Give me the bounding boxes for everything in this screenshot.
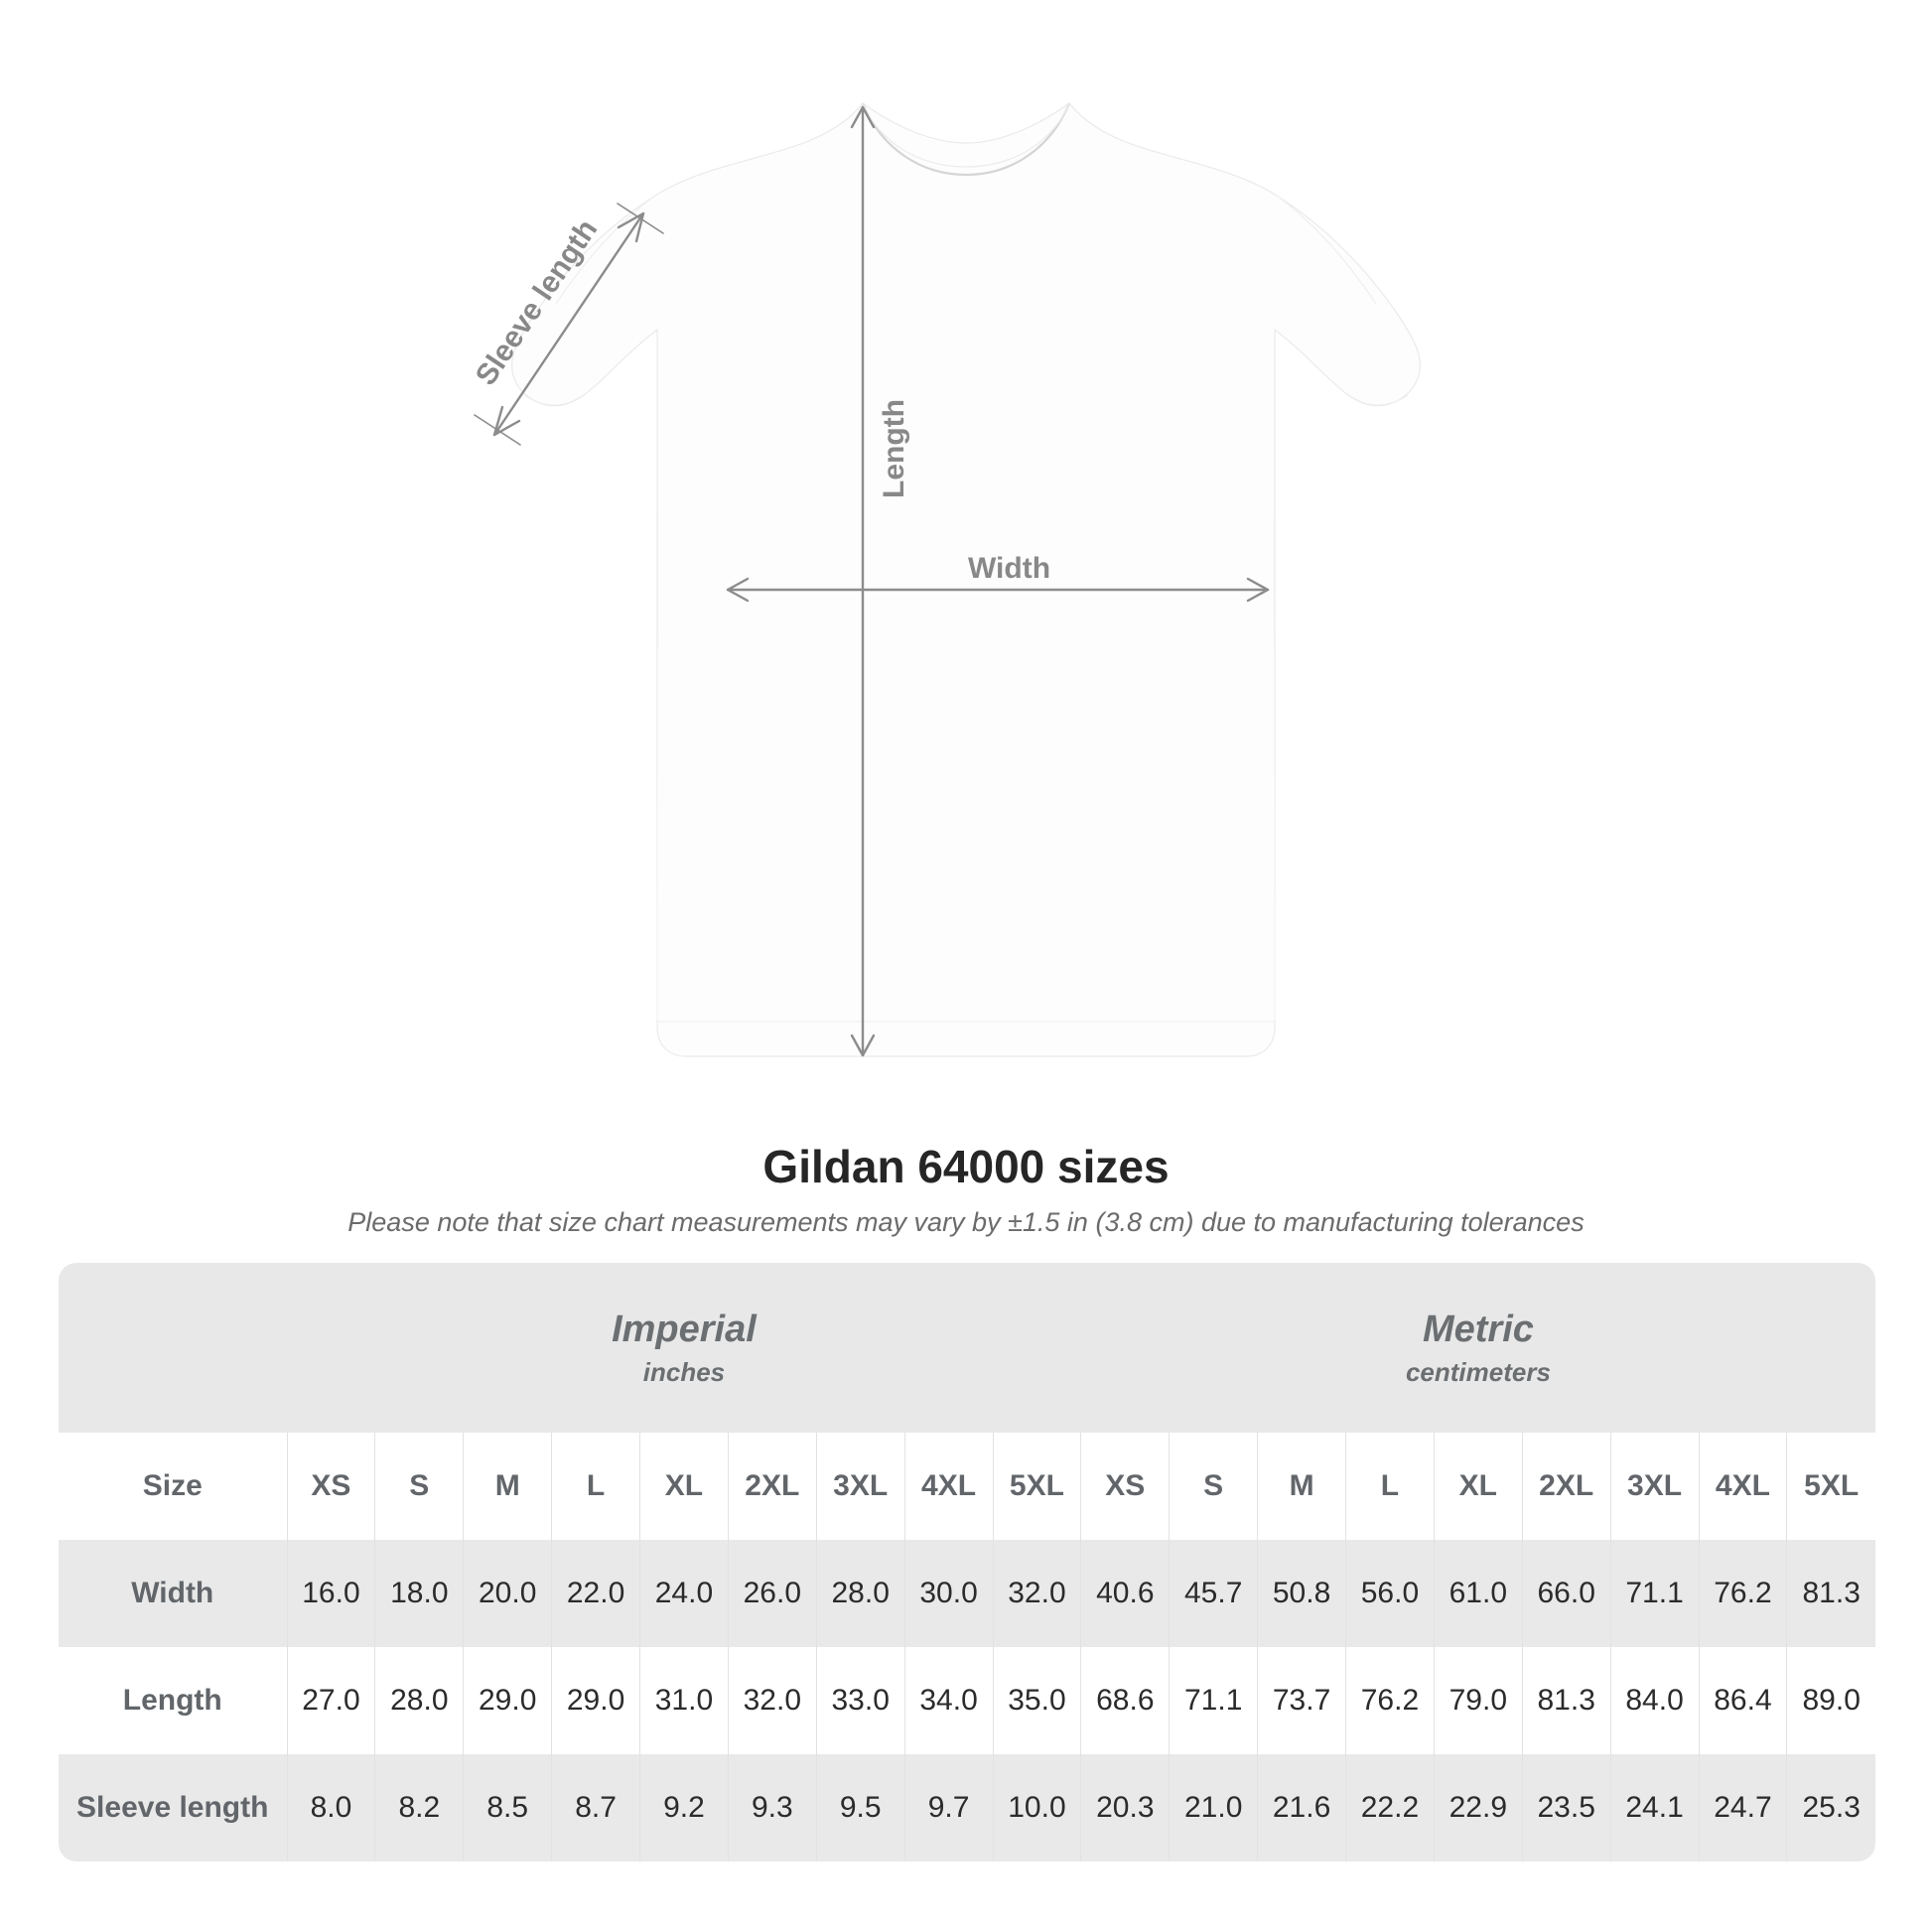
- svg-text:Width: Width: [968, 552, 1050, 585]
